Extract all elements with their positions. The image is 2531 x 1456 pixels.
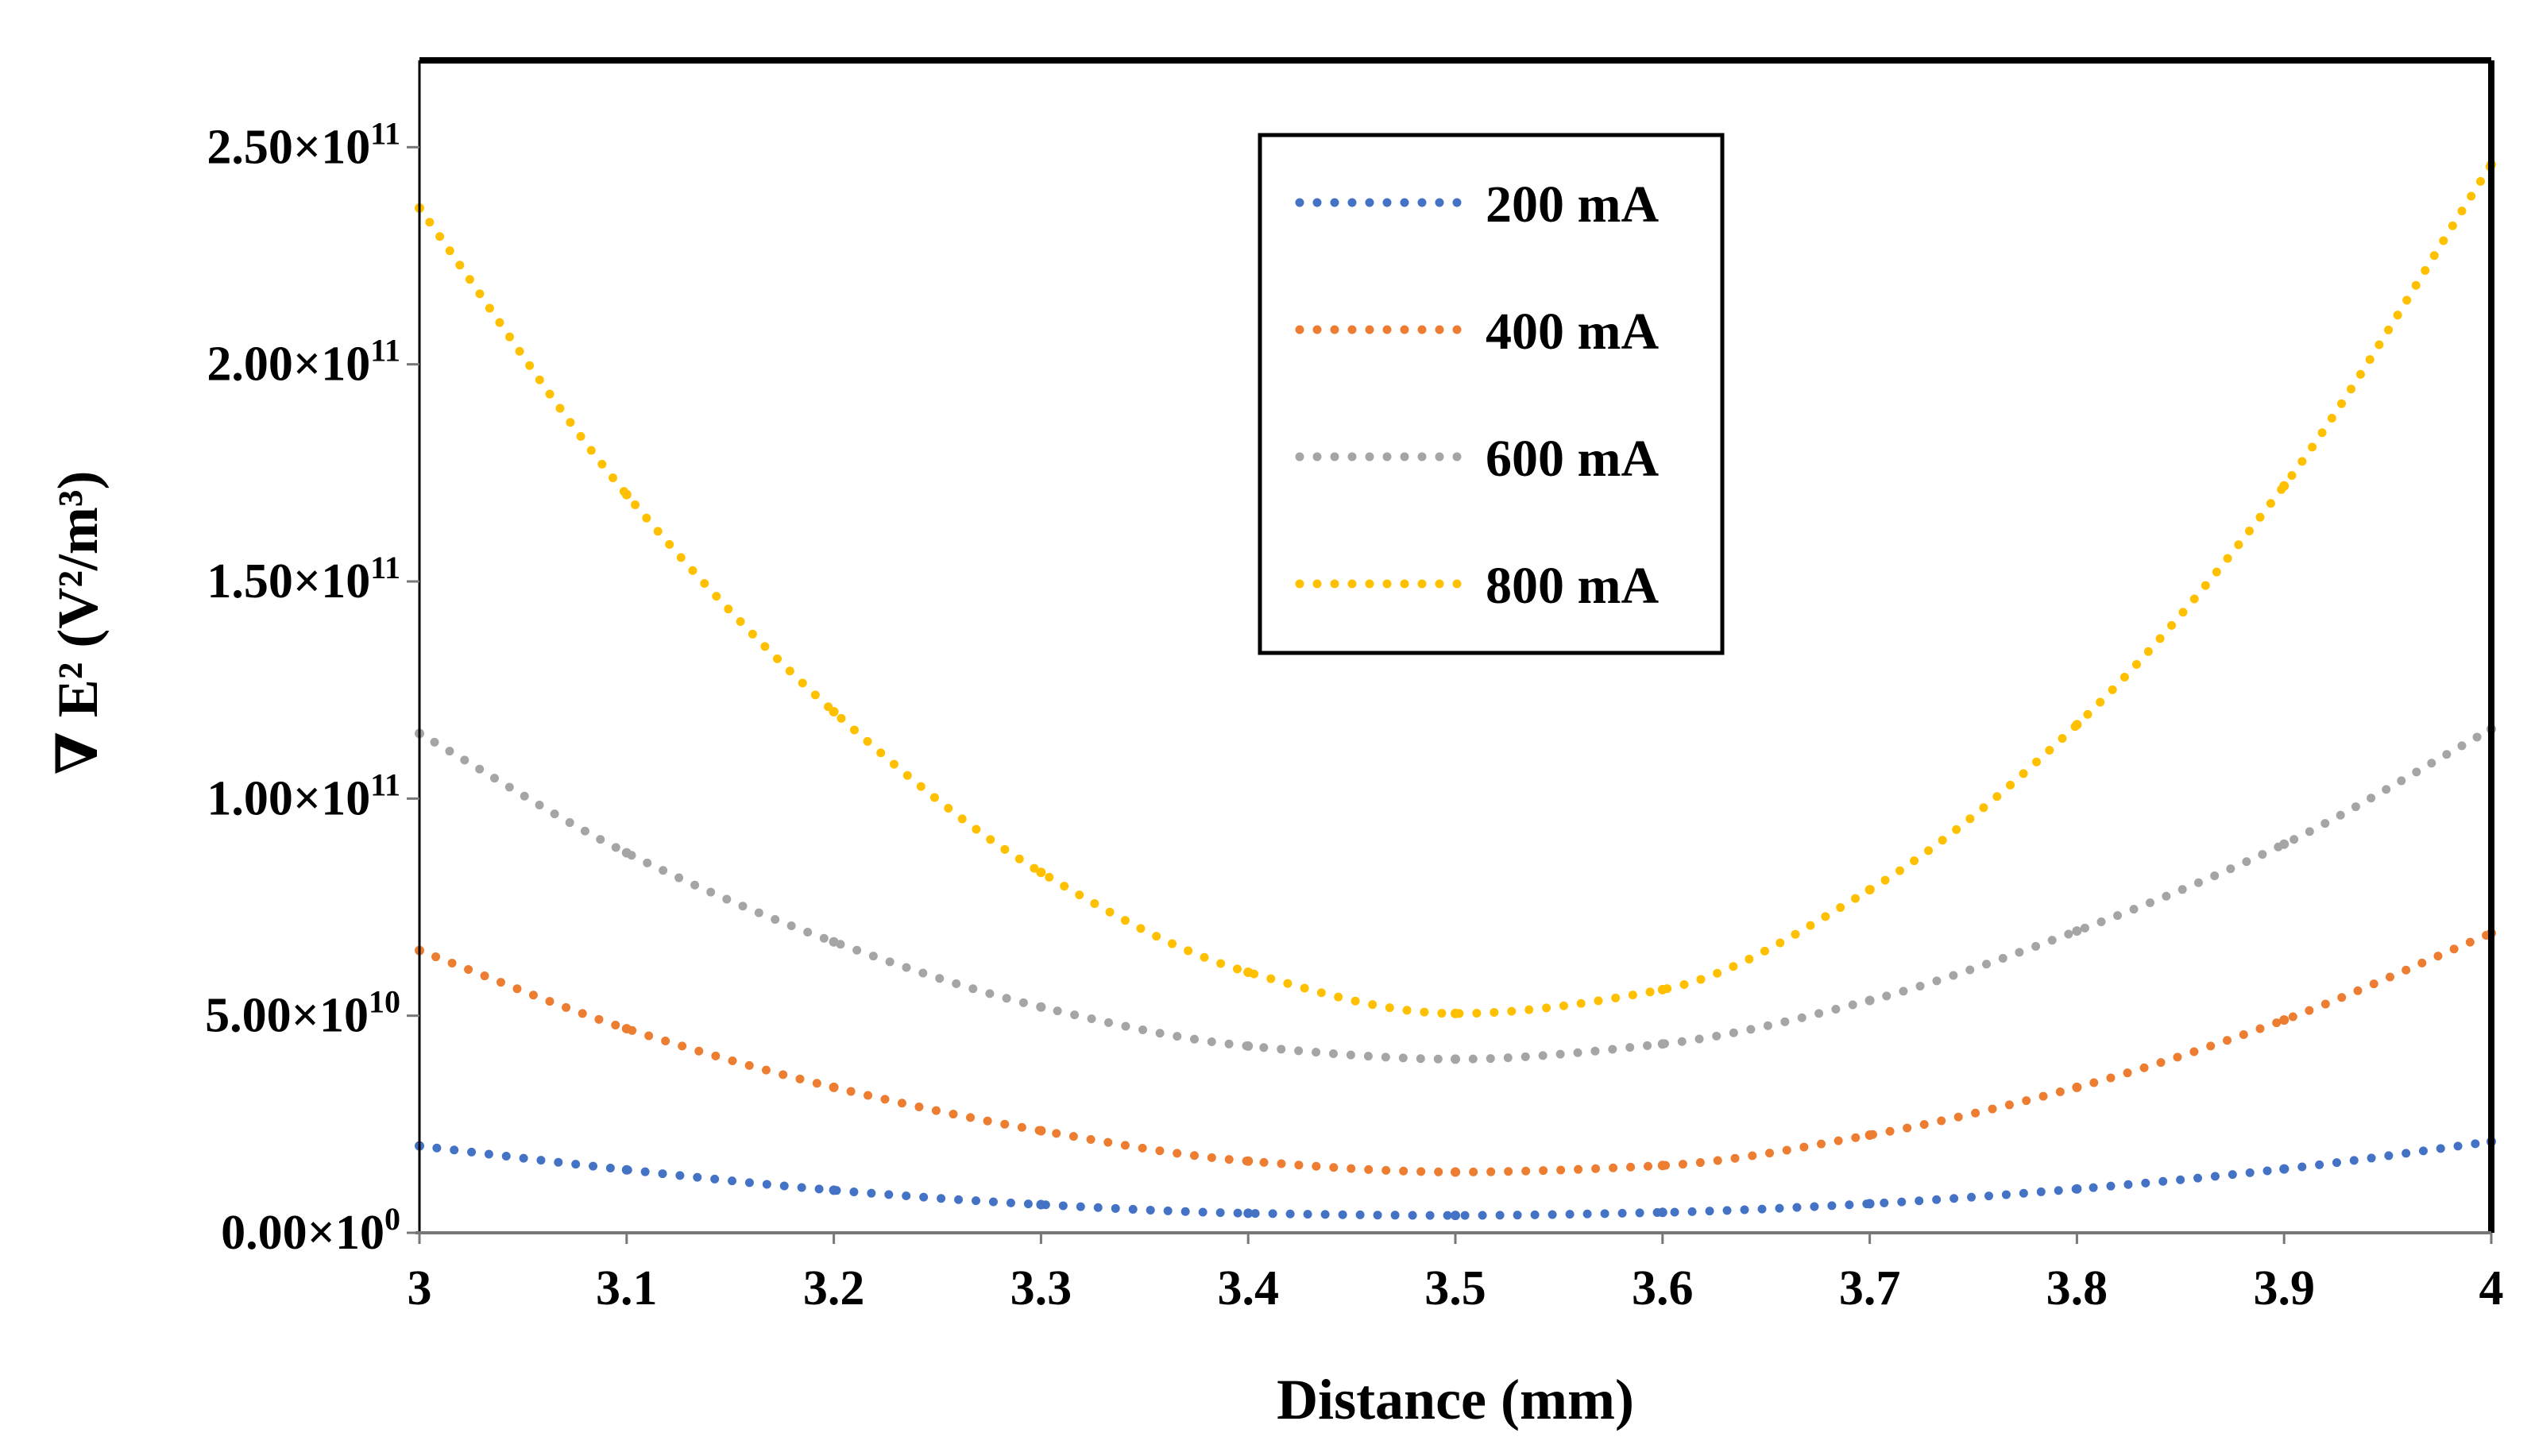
- data-point-400-ma-4: [1243, 1156, 1254, 1166]
- y-tick-label: 0.00×100: [221, 1201, 400, 1260]
- y-tick-label: 2.00×1011: [207, 333, 400, 392]
- y-tick-label: 2.50×1011: [207, 115, 400, 174]
- data-point-400-ma-7: [1864, 1130, 1875, 1140]
- data-point-200-ma-2: [829, 1185, 839, 1195]
- x-tick-label: 3.6: [1632, 1261, 1694, 1315]
- data-point-200-ma-3: [1036, 1199, 1046, 1210]
- data-point-200-ma-8: [2072, 1184, 2082, 1194]
- axes-layer: [415, 57, 2494, 1234]
- data-point-400-ma-8: [2072, 1082, 2082, 1092]
- data-point-600-ma-6: [1657, 1039, 1667, 1049]
- data-point-800-ma-2: [829, 707, 839, 716]
- data-point-800-ma-9: [2279, 481, 2289, 491]
- data-point-600-ma-1: [621, 848, 632, 858]
- legend-label-800-ma: 800 mA: [1486, 557, 1659, 615]
- data-point-400-ma-2: [829, 1082, 839, 1092]
- x-tick-label: 3.5: [1424, 1261, 1486, 1315]
- y-tick-label: 5.00×1010: [205, 984, 400, 1043]
- x-tick-label: 3.8: [2046, 1261, 2108, 1315]
- data-point-400-ma-5: [1451, 1167, 1460, 1177]
- data-point-200-ma-6: [1657, 1207, 1667, 1218]
- x-tick-label: 4: [2479, 1261, 2504, 1315]
- data-point-200-ma-9: [2279, 1164, 2289, 1174]
- x-tick-label: 3.7: [1839, 1261, 1901, 1315]
- legend-label-400-ma: 400 mA: [1486, 303, 1659, 361]
- x-tick-label: 3.3: [1010, 1261, 1072, 1315]
- y-axis-title: ∇ E² (V²/m³): [46, 471, 110, 775]
- data-point-800-ma-3: [1036, 867, 1046, 878]
- y-tick-label: 1.00×1011: [207, 767, 400, 825]
- data-point-200-ma-7: [1864, 1199, 1875, 1209]
- series-line-200-ma: [415, 1137, 2496, 1220]
- x-tick-label: 3: [408, 1261, 432, 1315]
- data-point-400-ma-1: [621, 1024, 632, 1034]
- data-point-200-ma-4: [1243, 1208, 1254, 1218]
- x-tick-label: 3.2: [803, 1261, 865, 1315]
- legend-label-600-ma: 600 mA: [1486, 430, 1659, 488]
- x-tick-label: 3.1: [596, 1261, 658, 1315]
- data-point-800-ma-8: [2072, 720, 2082, 730]
- data-point-800-ma-6: [1657, 984, 1667, 994]
- data-point-800-ma-7: [1864, 885, 1875, 895]
- data-point-800-ma-4: [1243, 967, 1254, 977]
- data-point-600-ma-7: [1864, 995, 1875, 1006]
- data-point-600-ma-5: [1451, 1054, 1460, 1064]
- data-point-600-ma-3: [1036, 1002, 1046, 1012]
- data-point-200-ma-1: [621, 1164, 632, 1175]
- y-ticks: 0.00×100 5.00×1010 1.00×1011 1.50×1011 2.00×…: [205, 115, 419, 1260]
- data-point-800-ma-5: [1451, 1008, 1460, 1018]
- data-point-200-ma-5: [1451, 1211, 1460, 1221]
- legend-box: [1258, 133, 1725, 655]
- data-point-600-ma-9: [2279, 839, 2289, 849]
- legend-label-200-ma: 200 mA: [1486, 176, 1659, 234]
- y-tick-label: 1.50×1011: [207, 550, 400, 608]
- series-layer: [415, 160, 2496, 1221]
- data-point-600-ma-8: [2072, 926, 2082, 937]
- data-point-800-ma-1: [621, 489, 632, 500]
- legend: 200 mA 400 mA 600 mA 800 mA: [1258, 133, 1725, 655]
- data-point-400-ma-6: [1657, 1161, 1667, 1171]
- data-point-600-ma-2: [829, 937, 839, 947]
- x-axis-title: Distance (mm): [1277, 1368, 1634, 1431]
- data-point-400-ma-9: [2279, 1015, 2289, 1025]
- data-point-400-ma-3: [1036, 1126, 1046, 1136]
- x-tick-label: 3.9: [2253, 1261, 2315, 1315]
- x-tick-label: 3.4: [1217, 1261, 1279, 1315]
- data-point-600-ma-4: [1243, 1041, 1254, 1051]
- x-ticks: 3 3.1 3.2 3.3 3.4 3.5 3.6 3.7 3.8 3.9 4: [408, 1233, 2504, 1315]
